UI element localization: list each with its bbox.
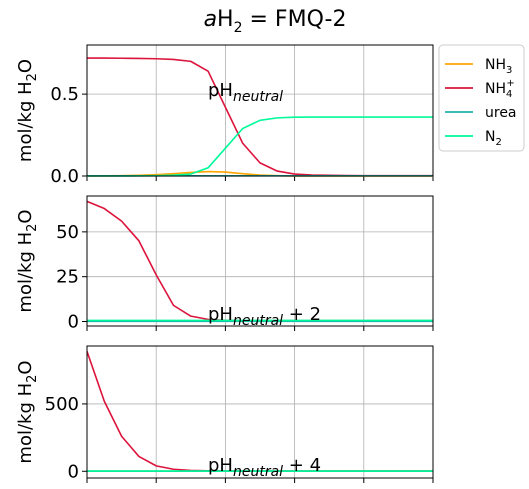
panel-middle: 0 25 50 pHneutral + 2 mol/kg H2O bbox=[15, 195, 434, 333]
y-tick-label: 0 bbox=[68, 312, 79, 333]
legend-entry-label: NH3 bbox=[485, 57, 512, 76]
legend-entry-label: urea bbox=[485, 105, 517, 121]
axes-frame bbox=[86, 345, 434, 479]
y-tick-label: 500 bbox=[45, 394, 79, 415]
y-tick-label: 50 bbox=[56, 222, 79, 243]
y-axis-label: mol/kg H2O bbox=[15, 360, 40, 463]
y-axis-label: mol/kg H2O bbox=[15, 59, 40, 162]
y-tick-label: 0.0 bbox=[50, 166, 79, 187]
ph-annotation: pHneutral + 4 bbox=[208, 455, 321, 480]
panel-top: 0.0 0.5 pHneutral mol/kg H2O bbox=[15, 44, 434, 187]
ph-annotation: pHneutral bbox=[208, 80, 283, 105]
legend: NH3 NH4+ urea N2 bbox=[438, 44, 525, 152]
axes-frame bbox=[86, 195, 434, 327]
y-tick-label: 0 bbox=[68, 461, 79, 482]
plot-area bbox=[87, 45, 433, 176]
y-axis-label: mol/kg H2O bbox=[15, 209, 40, 312]
plot-area bbox=[87, 196, 433, 326]
y-tick-label: 25 bbox=[56, 267, 79, 288]
ph-annotation: pHneutral + 2 bbox=[208, 304, 321, 329]
figure-title: aH2 = FMQ-2 bbox=[204, 7, 347, 36]
legend-entry-label: NH4+ bbox=[485, 78, 515, 100]
legend-entry-label: N2 bbox=[485, 129, 502, 148]
legend-frame bbox=[438, 44, 525, 152]
y-tick-label: 0.5 bbox=[50, 84, 79, 105]
panel-bottom: 0 500 pHneutral + 4 mol/kg H2O bbox=[15, 345, 434, 483]
plot-area bbox=[87, 346, 433, 478]
axes-frame bbox=[86, 44, 434, 177]
